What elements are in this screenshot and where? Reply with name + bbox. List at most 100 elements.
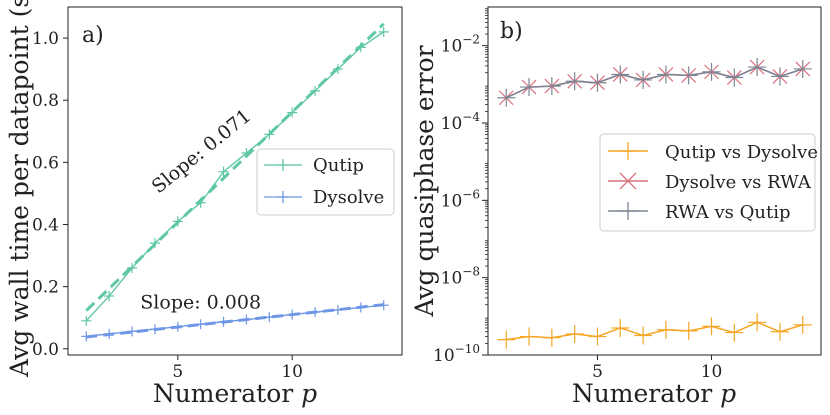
point-rwa-vs-qutip xyxy=(702,62,721,81)
legend-item-qutip: Qutip xyxy=(264,155,364,176)
legend-dysolve-marker xyxy=(277,191,289,203)
b-y-tick-exponent: −6 xyxy=(462,187,480,201)
point-dysolve xyxy=(287,309,298,320)
annotation-qutip-slope: Slope: 0.071 xyxy=(148,105,256,198)
point-dysolve xyxy=(195,319,206,330)
b-y-tick-base: 10 xyxy=(441,269,463,289)
a-x-tick-label: 10 xyxy=(281,362,303,382)
b-x-tick-label: 5 xyxy=(592,362,603,382)
point-rwa-vs-qutip xyxy=(725,68,744,87)
legend-item-rwa-vs-qutip: RWA vs Qutip xyxy=(608,202,790,223)
point-dysolve xyxy=(218,316,229,327)
point-qutip xyxy=(332,64,343,75)
b-y-tick-exponent: −4 xyxy=(462,110,480,124)
point-rwa-vs-qutip xyxy=(634,70,653,89)
point-qutip-vs-dysolve xyxy=(588,327,607,346)
a-y-tick-label: 0.6 xyxy=(32,153,59,173)
series-line-dysolve-vs-rwa xyxy=(505,66,803,99)
b-y-tick-base: 10 xyxy=(441,114,463,134)
point-qutip-vs-dysolve xyxy=(679,321,698,340)
a-y-tick-label: 0.0 xyxy=(32,340,59,360)
series-line-rwa-vs-qutip xyxy=(505,66,803,99)
point-qutip-vs-dysolve xyxy=(565,324,584,343)
point-qutip-vs-dysolve xyxy=(793,315,812,334)
panel-a-x-axis-title: Numerator p xyxy=(153,379,317,408)
point-rwa-vs-qutip xyxy=(656,65,675,84)
point-qutip-vs-dysolve xyxy=(656,320,675,339)
legend-item-dysolve: Dysolve xyxy=(264,187,384,208)
legend-item-qutip-vs-dysolve: Qutip vs Dysolve xyxy=(608,142,818,163)
legend-rwa-vs-qutip-label: RWA vs Qutip xyxy=(665,202,790,223)
legend-rwa-vs-qutip-marker xyxy=(619,202,637,220)
point-qutip xyxy=(310,85,321,96)
panel-b-y-axis-title: Avg quasiphase error xyxy=(410,45,439,317)
point-qutip-vs-dysolve xyxy=(611,318,630,337)
point-dysolve xyxy=(378,300,389,311)
point-rwa-vs-qutip xyxy=(793,59,812,78)
annotation-dysolve-slope: Slope: 0.008 xyxy=(140,291,261,313)
legend-dysolve-vs-rwa-marker xyxy=(619,172,637,190)
point-qutip-vs-dysolve xyxy=(520,327,539,346)
legend-qutip-vs-dysolve-label: Qutip vs Dysolve xyxy=(665,142,818,163)
panel-b-label: b) xyxy=(500,19,523,44)
legend-item-dysolve-vs-rwa: Dysolve vs RWA xyxy=(608,172,812,193)
b-y-tick-base: 10 xyxy=(441,191,463,211)
legend-dysolve-label: Dysolve xyxy=(313,187,384,208)
a-y-tick-label: 0.8 xyxy=(32,91,59,111)
legend-qutip-label: Qutip xyxy=(313,155,364,176)
legend-dysolve-vs-rwa-label: Dysolve vs RWA xyxy=(665,172,812,193)
panel-a-frame xyxy=(67,6,403,356)
panel-b-frame xyxy=(487,6,822,356)
b-x-tick-label: 10 xyxy=(701,362,723,382)
panel-b-x-axis-title: Numerator p xyxy=(572,379,736,408)
panel-a-fit-lines xyxy=(85,22,385,339)
a-x-tick-label: 5 xyxy=(172,362,183,382)
b-y-tick-base: 10 xyxy=(441,37,463,57)
series-line-qutip xyxy=(85,31,385,322)
point-rwa-vs-qutip xyxy=(497,88,516,107)
point-qutip-vs-dysolve xyxy=(497,330,516,349)
point-qutip xyxy=(81,315,92,326)
legend-qutip-vs-dysolve-marker xyxy=(619,142,637,160)
point-qutip xyxy=(378,26,389,37)
b-y-tick-label: 10−6 xyxy=(441,187,480,211)
b-y-tick-base: 10 xyxy=(433,346,455,366)
point-qutip xyxy=(287,107,298,118)
point-qutip-vs-dysolve xyxy=(542,328,561,347)
panel-b-x-axis-title-word: Numerator xyxy=(572,379,712,408)
point-dysolve xyxy=(264,312,275,323)
point-qutip xyxy=(264,129,275,140)
point-qutip xyxy=(241,148,252,159)
b-y-tick-exponent: −2 xyxy=(462,33,480,47)
point-rwa-vs-qutip xyxy=(588,73,607,92)
point-qutip-vs-dysolve xyxy=(634,326,653,345)
point-rwa-vs-qutip xyxy=(611,65,630,84)
b-y-tick-label: 10−4 xyxy=(441,110,481,134)
point-qutip-vs-dysolve xyxy=(725,323,744,342)
b-y-tick-label: 10−10 xyxy=(433,342,480,366)
panel-a-x-axis-title-word: Numerator xyxy=(153,379,293,408)
point-rwa-vs-qutip xyxy=(542,77,561,96)
point-dysolve xyxy=(355,302,366,313)
point-dysolve xyxy=(127,326,138,337)
point-dysolve xyxy=(149,324,160,335)
point-rwa-vs-qutip xyxy=(770,67,789,86)
b-y-tick-label: 10−2 xyxy=(441,33,480,57)
point-qutip-vs-dysolve xyxy=(770,322,789,341)
panel-a-y-axis-title: Avg wall time per datapoint (s) xyxy=(5,0,34,378)
point-qutip xyxy=(149,238,160,249)
panel-a-series xyxy=(81,26,389,342)
point-dysolve xyxy=(332,304,343,315)
point-qutip-vs-dysolve xyxy=(702,317,721,336)
panel-a-wall-time: 5 10 0.0 0.2 0.4 0.6 0.8 1.0 a) Slope: 0.071 Sl… xyxy=(5,0,403,408)
point-dysolve xyxy=(172,321,183,332)
panel-b-legend-box xyxy=(599,133,816,232)
point-dysolve xyxy=(241,314,252,325)
fit-line-qutip xyxy=(85,22,385,312)
legend-qutip-marker xyxy=(277,159,289,171)
point-rwa-vs-qutip xyxy=(565,72,584,91)
point-qutip-vs-dysolve xyxy=(748,313,767,332)
series-line-qutip-vs-dysolve xyxy=(506,321,803,341)
